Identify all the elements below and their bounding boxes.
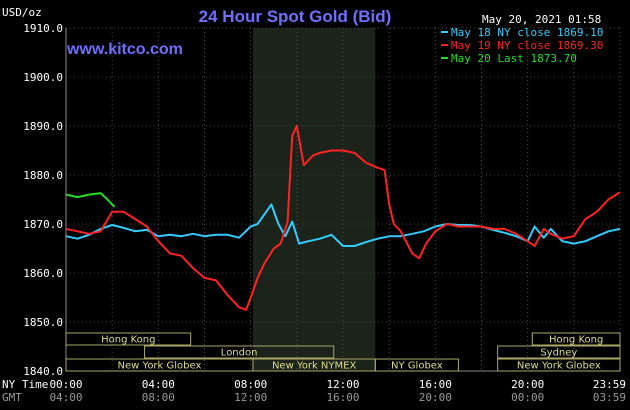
session-label: New York Globex xyxy=(517,361,601,372)
site-url[interactable]: www.kitco.com xyxy=(66,41,183,58)
session-bar xyxy=(531,332,621,346)
x-tick-label-gmt: 08:00 xyxy=(142,391,175,404)
session-label: Sydney xyxy=(540,348,577,359)
y-tick-label: 1860.0 xyxy=(23,267,63,280)
y-tick-label: 1890.0 xyxy=(23,120,63,133)
y-tick-label: 1910.0 xyxy=(23,22,63,35)
session-label: Hong Kong xyxy=(549,335,603,346)
series-line-0 xyxy=(65,203,621,247)
session-label: NY Globex xyxy=(391,361,443,372)
y-axis-unit: USD/oz xyxy=(2,6,42,19)
chart-timestamp: May 20, 2021 01:58 xyxy=(482,13,601,26)
session-label: Hong Kong xyxy=(101,335,155,346)
chart-title: 24 Hour Spot Gold (Bid) xyxy=(199,7,392,26)
session-bar xyxy=(497,345,621,359)
y-tick-label: 1900.0 xyxy=(23,71,63,84)
gmt-label: GMT xyxy=(2,391,22,404)
session-label: New York Globex xyxy=(118,361,202,372)
x-tick-label-ny: 04:00 xyxy=(142,378,175,391)
series-line-2 xyxy=(65,192,116,208)
nymex-shaded-region xyxy=(252,28,376,371)
legend-entry: May 19 NY close 1869.30 xyxy=(451,39,603,52)
x-tick-label-ny: 16:00 xyxy=(419,378,452,391)
x-tick-label-gmt: 00:00 xyxy=(511,391,544,404)
session-bar xyxy=(374,358,459,372)
ny-time-label: NY Time xyxy=(2,378,48,391)
x-tick-label-ny: 08:00 xyxy=(234,378,267,391)
y-tick-label: 1870.0 xyxy=(23,218,63,231)
x-tick-label-gmt: 12:00 xyxy=(234,391,267,404)
x-tick-label-gmt: 04:00 xyxy=(49,391,82,404)
session-label: London xyxy=(221,348,258,359)
session-bar xyxy=(497,358,621,372)
x-tick-label-ny: 20:00 xyxy=(511,378,544,391)
x-tick-label-gmt: 20:00 xyxy=(419,391,452,404)
x-tick-label-ny: 12:00 xyxy=(326,378,359,391)
legend-entry: May 18 NY close 1869.10 xyxy=(451,26,603,39)
y-tick-label: 1850.0 xyxy=(23,316,63,329)
session-label: New York NYMEX xyxy=(272,361,357,372)
x-tick-label-ny: 23:59 xyxy=(593,378,626,391)
y-tick-label: 1840.0 xyxy=(23,365,63,378)
y-tick-label: 1880.0 xyxy=(23,169,63,182)
x-tick-label-gmt: 16:00 xyxy=(326,391,359,404)
x-tick-label-ny: 00:00 xyxy=(49,378,82,391)
series-line-1 xyxy=(65,125,621,311)
x-tick-label-gmt: 03:59 xyxy=(593,391,626,404)
session-bar xyxy=(143,345,335,359)
session-bar xyxy=(65,332,192,346)
legend-entry: May 20 Last 1873.70 xyxy=(451,52,577,65)
